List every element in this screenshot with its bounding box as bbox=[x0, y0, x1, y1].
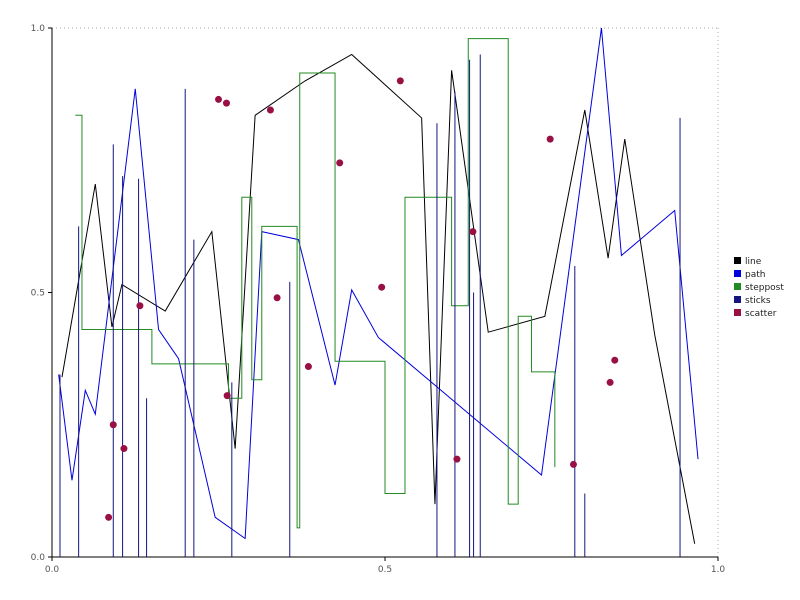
legend-swatch-steppost bbox=[734, 283, 741, 290]
scatter-point bbox=[273, 294, 281, 302]
legend-swatch-sticks bbox=[734, 296, 741, 303]
scatter-point bbox=[396, 77, 404, 85]
scatter-point bbox=[378, 283, 386, 291]
legend-label-sticks: sticks bbox=[745, 296, 771, 306]
scatter-point bbox=[215, 95, 222, 103]
legend-label-steppost: steppost bbox=[745, 283, 784, 293]
scatter-point bbox=[266, 106, 274, 114]
legend-swatch-line bbox=[734, 257, 741, 264]
legend-label-line: line bbox=[745, 257, 762, 267]
scatter-point bbox=[336, 159, 344, 167]
scatter-point bbox=[611, 356, 619, 364]
scatter-point bbox=[223, 392, 231, 400]
scatter-point bbox=[136, 302, 144, 310]
scatter-point bbox=[606, 378, 614, 386]
x-tick-label: 0.5 bbox=[378, 565, 392, 575]
scatter-point bbox=[109, 421, 117, 429]
scatter-point bbox=[469, 228, 477, 236]
scatter-point bbox=[453, 455, 461, 463]
y-tick-label: 0.0 bbox=[31, 553, 46, 563]
line-series bbox=[61, 53, 696, 544]
y-tick-label: 0.5 bbox=[31, 289, 45, 299]
x-tick-label: 0.0 bbox=[45, 565, 60, 575]
legend-swatch-path bbox=[734, 270, 741, 277]
path-series bbox=[58, 27, 699, 540]
y-tick-label: 1.0 bbox=[31, 24, 46, 34]
scatter-point bbox=[105, 513, 113, 521]
scatter-point bbox=[569, 460, 577, 468]
scatter-point bbox=[304, 363, 312, 371]
legend-label-path: path bbox=[745, 270, 765, 280]
scatter-point bbox=[120, 445, 128, 453]
x-tick-label: 1.0 bbox=[711, 565, 726, 575]
scatter-point bbox=[222, 99, 230, 107]
legend-swatch-scatter bbox=[734, 309, 741, 316]
steppost-series bbox=[75, 38, 556, 529]
legend-label-scatter: scatter bbox=[745, 309, 777, 319]
scatter-point bbox=[546, 135, 554, 143]
